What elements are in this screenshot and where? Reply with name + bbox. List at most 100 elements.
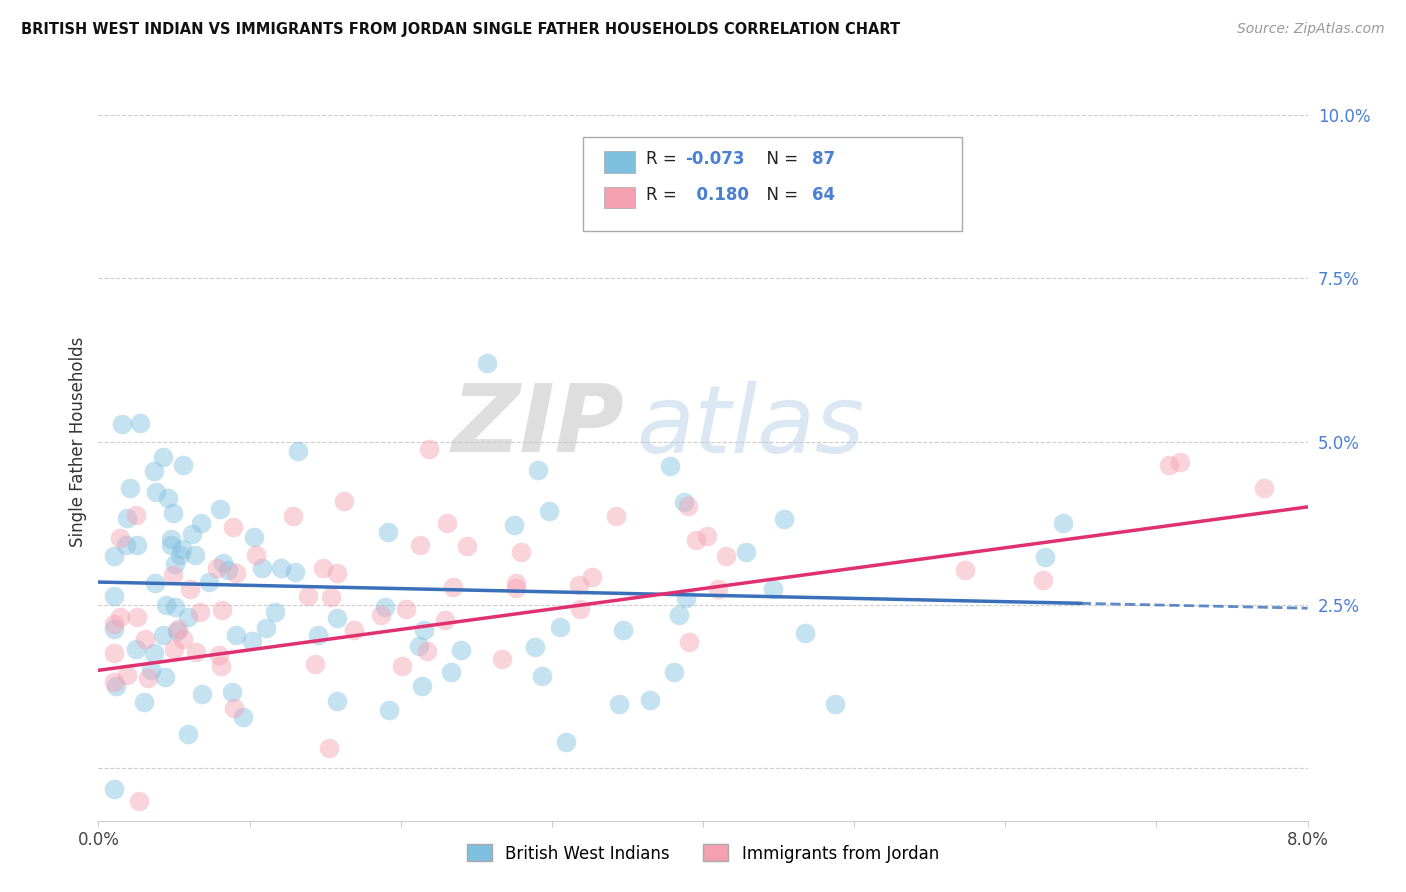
Text: ZIP: ZIP bbox=[451, 380, 624, 473]
Point bbox=[232, 710, 254, 724]
Point bbox=[225, 566, 247, 581]
Point bbox=[685, 533, 707, 547]
Point bbox=[172, 541, 194, 556]
Point bbox=[111, 417, 134, 431]
Point bbox=[505, 576, 527, 591]
Point bbox=[607, 697, 630, 711]
Point bbox=[177, 610, 200, 624]
Point bbox=[103, 674, 125, 689]
Point bbox=[409, 538, 432, 552]
Point bbox=[408, 639, 430, 653]
Point bbox=[117, 511, 139, 525]
Point bbox=[127, 538, 149, 552]
Point bbox=[169, 548, 191, 562]
Point bbox=[132, 695, 155, 709]
Point bbox=[441, 580, 464, 594]
Point bbox=[605, 508, 627, 523]
Point bbox=[211, 556, 233, 570]
Point bbox=[138, 671, 160, 685]
Point bbox=[297, 589, 319, 603]
Point bbox=[503, 517, 526, 532]
Point bbox=[418, 442, 440, 456]
Point bbox=[659, 459, 682, 474]
Point bbox=[287, 444, 309, 458]
Point bbox=[678, 635, 700, 649]
Point bbox=[675, 591, 697, 605]
Text: N =: N = bbox=[756, 186, 803, 204]
Point bbox=[706, 582, 728, 596]
Point bbox=[225, 628, 247, 642]
Point bbox=[333, 493, 356, 508]
Point bbox=[205, 561, 228, 575]
Point bbox=[186, 645, 208, 659]
Point bbox=[370, 607, 392, 622]
Point bbox=[120, 481, 142, 495]
Point bbox=[412, 623, 434, 637]
Point bbox=[1159, 458, 1181, 472]
Point bbox=[250, 561, 273, 575]
Point bbox=[824, 697, 846, 711]
Point bbox=[162, 567, 184, 582]
Point bbox=[143, 576, 166, 591]
Point bbox=[166, 624, 188, 638]
Point bbox=[377, 525, 399, 540]
Point bbox=[696, 528, 718, 542]
Point bbox=[163, 557, 186, 571]
Point bbox=[612, 624, 634, 638]
Point bbox=[531, 669, 554, 683]
Point bbox=[555, 735, 578, 749]
Point bbox=[343, 623, 366, 637]
Point bbox=[145, 485, 167, 500]
Point bbox=[162, 507, 184, 521]
Point bbox=[440, 665, 463, 680]
Point bbox=[673, 494, 696, 508]
Point bbox=[450, 643, 472, 657]
Point bbox=[191, 687, 214, 701]
Point bbox=[270, 560, 292, 574]
Point bbox=[284, 566, 307, 580]
Point bbox=[128, 794, 150, 808]
Point bbox=[245, 548, 267, 562]
Point bbox=[714, 549, 737, 563]
Point bbox=[103, 589, 125, 603]
Text: R =: R = bbox=[647, 186, 682, 204]
Point bbox=[538, 504, 561, 518]
Text: Source: ZipAtlas.com: Source: ZipAtlas.com bbox=[1237, 22, 1385, 37]
Point bbox=[139, 663, 162, 677]
Point bbox=[326, 693, 349, 707]
Point bbox=[128, 417, 150, 431]
Point bbox=[243, 530, 266, 544]
Point bbox=[527, 463, 550, 477]
Text: N =: N = bbox=[756, 150, 803, 169]
Point bbox=[108, 609, 131, 624]
Point bbox=[190, 516, 212, 531]
Point bbox=[668, 607, 690, 622]
Text: 0.180: 0.180 bbox=[686, 186, 749, 204]
Point bbox=[103, 549, 125, 563]
Point bbox=[395, 601, 418, 615]
Point bbox=[312, 561, 335, 575]
Point bbox=[208, 648, 231, 662]
Point bbox=[211, 603, 233, 617]
Point bbox=[734, 545, 756, 559]
Point bbox=[103, 647, 125, 661]
Point bbox=[505, 581, 527, 595]
Point bbox=[955, 563, 977, 577]
Point bbox=[772, 512, 794, 526]
Point bbox=[188, 605, 211, 619]
Point bbox=[411, 679, 433, 693]
Point bbox=[163, 599, 186, 614]
Point bbox=[160, 539, 183, 553]
Point bbox=[167, 622, 190, 636]
Point bbox=[1253, 481, 1275, 495]
Point bbox=[793, 625, 815, 640]
Point bbox=[125, 508, 148, 522]
Point bbox=[477, 356, 499, 370]
Point bbox=[160, 532, 183, 546]
Point bbox=[183, 548, 205, 562]
Point bbox=[662, 665, 685, 679]
Text: -0.073: -0.073 bbox=[686, 150, 745, 169]
Point bbox=[434, 613, 457, 627]
Point bbox=[162, 641, 184, 656]
Point bbox=[209, 502, 232, 516]
